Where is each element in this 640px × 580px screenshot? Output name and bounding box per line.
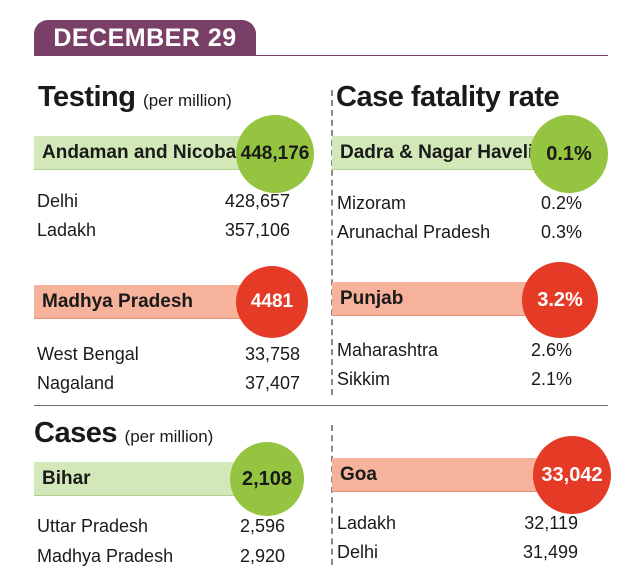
cfr-bottom-row-name: Sikkim	[337, 369, 390, 389]
cases-high-row-value: 31,499	[522, 542, 578, 562]
testing-top-row-value: 428,657	[224, 191, 290, 211]
cases-lowest-bar: Bihar	[34, 462, 256, 496]
testing-top-row-value: 357,106	[224, 220, 290, 240]
cfr-heading: Case fatality rate	[336, 80, 560, 114]
cases-highest-bar: Goa	[332, 458, 554, 492]
cases-highest-value: 33,042	[541, 463, 603, 486]
column-divider-bottom	[331, 425, 333, 565]
cases-low-row-value: 2,596	[239, 516, 285, 536]
cfr-lowest-name: Dadra & Nagar Haveli	[340, 142, 534, 163]
cfr-bottom-row-name: Maharashtra	[337, 340, 439, 360]
testing-bottom-row-value: 37,407	[244, 373, 300, 393]
cfr-bottom-row-value: 2.6%	[530, 340, 572, 360]
cases-high-row-name: Delhi	[337, 542, 379, 562]
testing-lowest-circle: 4481	[236, 266, 308, 338]
cfr-highest-circle: 3.2%	[522, 262, 598, 338]
testing-top-row-name: Ladakh	[37, 220, 97, 240]
testing-highest-circle: 448,176	[236, 115, 314, 193]
cases-heading: Cases (per million)	[34, 416, 213, 454]
testing-lowest-bar: Madhya Pradesh	[34, 285, 256, 319]
cases-title: Cases	[34, 417, 117, 449]
testing-lowest-name: Madhya Pradesh	[42, 291, 193, 312]
testing-bottom-row-name: West Bengal	[37, 344, 139, 364]
cfr-top-row-name: Mizoram	[337, 193, 407, 213]
cases-highest-circle: 33,042	[533, 436, 611, 514]
cfr-lowest-value: 0.1%	[546, 142, 592, 165]
cfr-top-row-value: 0.2%	[540, 193, 582, 213]
cases-low-row-name: Madhya Pradesh	[37, 546, 174, 566]
testing-highest-value: 448,176	[240, 143, 310, 164]
cfr-bottom-row-value: 2.1%	[530, 369, 572, 389]
cases-low-row-value: 2,920	[239, 546, 285, 566]
testing-subtitle: (per million)	[143, 91, 232, 110]
cases-high-row-name: Ladakh	[337, 513, 397, 533]
cfr-lowest-bar: Dadra & Nagar Haveli	[332, 136, 554, 170]
testing-title: Testing	[38, 81, 136, 113]
cfr-title: Case fatality rate	[336, 81, 560, 113]
column-divider-top	[331, 90, 333, 395]
testing-heading: Testing (per million)	[38, 80, 232, 118]
cfr-top-row-name: Arunachal Pradesh	[337, 222, 491, 242]
testing-top-row-name: Delhi	[37, 191, 79, 211]
cfr-top-row-value: 0.3%	[540, 222, 582, 242]
cases-low-row-name: Uttar Pradesh	[37, 516, 149, 536]
cfr-lowest-circle: 0.1%	[530, 115, 608, 193]
testing-highest-name: Andaman and Nicobar	[42, 142, 244, 163]
date-banner: DECEMBER 29	[34, 20, 256, 56]
cfr-highest-bar: Punjab	[332, 282, 554, 316]
cases-lowest-name: Bihar	[42, 468, 91, 489]
cases-high-row-value: 32,119	[524, 513, 578, 533]
cfr-highest-name: Punjab	[340, 288, 404, 309]
testing-bottom-row-value: 33,758	[244, 344, 300, 364]
testing-bottom-row-name: Nagaland	[37, 373, 115, 393]
section-divider	[34, 405, 608, 406]
cases-subtitle: (per million)	[124, 427, 214, 446]
testing-highest-bar: Andaman and Nicobar	[34, 136, 256, 170]
cfr-highest-value: 3.2%	[537, 288, 583, 311]
testing-lowest-value: 4481	[250, 291, 294, 312]
cases-highest-name: Goa	[340, 464, 377, 485]
cases-lowest-circle: 2,108	[230, 442, 304, 516]
banner-rule	[256, 55, 608, 56]
cases-lowest-value: 2,108	[241, 467, 293, 490]
